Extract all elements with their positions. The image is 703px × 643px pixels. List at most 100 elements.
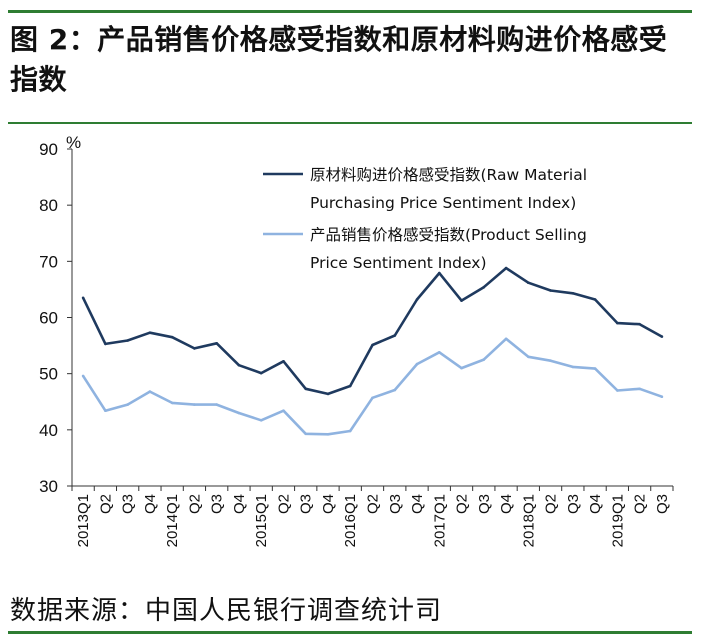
y-tick-label: 30 xyxy=(39,477,58,496)
series-2-point xyxy=(237,411,241,415)
y-axis-unit: % xyxy=(66,133,81,152)
series-2-point xyxy=(259,419,263,422)
series-1-point xyxy=(237,363,241,367)
x-tick-label: Q3 xyxy=(298,494,315,514)
x-tick-label: Q4 xyxy=(498,494,515,514)
source-note: 数据来源：中国人民银行调查统计司 xyxy=(10,596,443,626)
x-tick-label: Q3 xyxy=(209,494,226,514)
series-1-point xyxy=(126,339,129,342)
series-1-point xyxy=(259,371,263,375)
series-2-point xyxy=(593,367,597,370)
series-2-point xyxy=(304,432,308,436)
series-2-point xyxy=(660,395,664,399)
chart-legend: 原材料购进价格感受指数(Raw Material Purchasing Price… xyxy=(263,166,587,272)
x-tick-label: 2013Q1 xyxy=(75,494,92,547)
series-1-point xyxy=(549,289,552,292)
series-1-point xyxy=(348,384,352,388)
series-2-point xyxy=(571,365,575,369)
y-tick-label: 60 xyxy=(39,309,58,328)
x-tick-label: Q4 xyxy=(142,494,159,514)
series-2-point xyxy=(415,362,419,366)
x-tick-label: Q3 xyxy=(565,494,582,514)
series-2-point xyxy=(148,390,152,393)
series-1-point xyxy=(482,285,486,289)
series-1-point xyxy=(616,321,619,325)
series-1-point xyxy=(593,298,597,301)
x-tick-label: Q2 xyxy=(186,494,203,514)
series-2-point xyxy=(527,355,530,359)
series-1-point xyxy=(215,342,218,345)
x-tick-label: Q2 xyxy=(454,494,471,514)
series-line-2 xyxy=(82,337,663,436)
series-2-point xyxy=(549,359,552,363)
x-tick-label: Q4 xyxy=(231,494,248,514)
series-2-point xyxy=(126,403,129,406)
series-2-point xyxy=(482,358,486,361)
x-tick-label: Q3 xyxy=(654,494,671,514)
series-1-point xyxy=(282,360,285,363)
x-tick-label: Q2 xyxy=(543,494,560,514)
x-tick-label: 2015Q1 xyxy=(253,494,270,547)
legend-label-1: Purchasing Price Sentiment Index) xyxy=(310,194,576,212)
series-1-point xyxy=(170,335,174,339)
series-1-point xyxy=(81,296,85,300)
series-1-point xyxy=(571,292,575,295)
series-1-point xyxy=(460,299,463,302)
top-rule xyxy=(8,10,692,13)
series-2-point xyxy=(193,403,196,406)
x-tick-label: Q4 xyxy=(409,494,426,514)
series-1-point xyxy=(104,342,107,346)
y-tick-label: 40 xyxy=(39,421,58,440)
x-tick-label: 2017Q1 xyxy=(431,494,448,547)
x-tick-label: Q4 xyxy=(587,494,604,514)
series-2-point xyxy=(81,374,85,378)
bottom-rule xyxy=(8,631,692,634)
series-1-point xyxy=(148,331,152,335)
series-2-point xyxy=(170,401,174,405)
y-tick-label: 80 xyxy=(39,196,58,215)
series-1-point xyxy=(527,281,530,285)
x-tick-label: Q2 xyxy=(632,494,649,514)
chart-series xyxy=(81,266,664,436)
x-tick-label: Q4 xyxy=(320,494,337,514)
series-1-point xyxy=(393,334,397,337)
x-tick-label: Q3 xyxy=(476,494,493,514)
title-divider xyxy=(8,122,692,124)
series-2-point xyxy=(371,396,374,400)
series-1-point xyxy=(304,387,308,391)
legend-label-2: 产品销售价格感受指数(Product Selling xyxy=(310,226,587,244)
series-2-point xyxy=(282,409,285,413)
series-2-point xyxy=(215,403,218,406)
series-1-point xyxy=(638,322,641,326)
x-tick-label: 2019Q1 xyxy=(609,494,626,547)
x-tick-label: 2014Q1 xyxy=(164,494,181,547)
series-2-point xyxy=(348,429,352,433)
legend-label-1: 原材料购进价格感受指数(Raw Material xyxy=(310,166,587,184)
series-1-point xyxy=(193,347,196,350)
series-2-point xyxy=(326,433,330,436)
series-1-point xyxy=(438,271,441,275)
y-tick-label: 70 xyxy=(39,252,58,271)
series-2-point xyxy=(438,351,441,354)
x-tick-label: 2018Q1 xyxy=(520,494,537,547)
series-2-point xyxy=(393,388,397,392)
x-tick-label: Q2 xyxy=(365,494,382,514)
series-2-point xyxy=(104,409,107,413)
x-tick-label: Q3 xyxy=(387,494,404,514)
series-2-point xyxy=(638,387,641,391)
series-1-point xyxy=(415,298,419,301)
series-line-1 xyxy=(81,266,663,396)
x-tick-label: 2016Q1 xyxy=(342,494,359,547)
series-2-point xyxy=(616,389,619,392)
series-1-point xyxy=(504,266,508,270)
y-tick-label: 90 xyxy=(39,140,58,159)
figure-title: 图 2：产品销售价格感受指数和原材料购进价格感受指数 xyxy=(10,23,668,96)
series-2-point xyxy=(460,366,463,370)
series-1-point xyxy=(326,392,330,396)
legend-label-2: Price Sentiment Index) xyxy=(310,254,487,272)
y-tick-label: 50 xyxy=(39,365,58,384)
x-tick-label: Q3 xyxy=(120,494,137,514)
x-tick-label: Q2 xyxy=(275,494,292,514)
series-2-point xyxy=(504,337,508,341)
